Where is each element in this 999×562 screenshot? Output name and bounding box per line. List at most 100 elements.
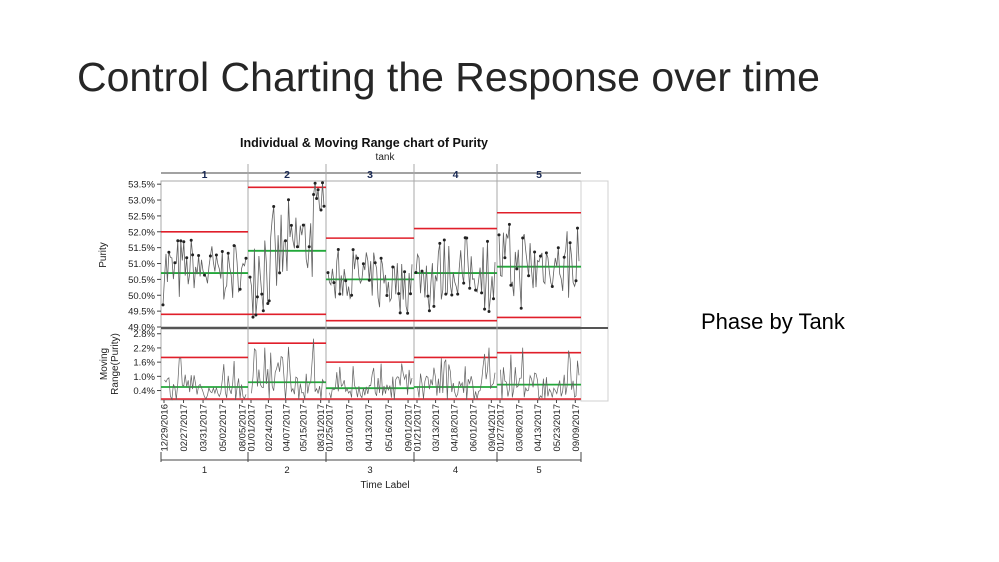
individuals-series-line [327, 249, 413, 314]
individual-point [521, 236, 525, 240]
mr-y-tick-label: 1.0% [133, 372, 155, 383]
phase-axis-title: tank [376, 152, 396, 163]
y-tick-label: 49.0% [128, 323, 155, 334]
individual-point [255, 295, 259, 299]
moving-range-series-line [329, 363, 413, 400]
moving-range-series-line [164, 357, 247, 401]
individual-point [197, 254, 201, 257]
individual-point [254, 313, 258, 317]
x-tick-label: 09/09/2017 [571, 404, 582, 452]
x-tick-label: 04/07/2017 [281, 404, 292, 452]
x-tick-label: 09/04/2017 [487, 404, 498, 452]
individual-point [336, 248, 340, 251]
x-tick-label: 09/01/2017 [404, 404, 415, 452]
individual-point [515, 267, 519, 271]
x-tick-label: 02/24/2017 [264, 404, 275, 452]
x-tick-label: 02/27/2017 [179, 404, 190, 452]
individual-point [344, 279, 348, 283]
x-axis-label: Time Label [360, 480, 409, 491]
individual-point [487, 310, 491, 313]
individual-point [367, 278, 371, 282]
individual-point [261, 309, 265, 313]
individual-point [284, 239, 287, 243]
individual-point [420, 269, 424, 273]
x-phase-label: 1 [202, 465, 207, 476]
individual-point [316, 188, 320, 192]
x-tick-label: 08/05/2017 [238, 404, 249, 452]
individual-point [315, 197, 319, 200]
y-tick-label: 50.0% [128, 291, 155, 302]
individual-point [332, 281, 336, 285]
moving-range-y-axis-label-line1: Moving [99, 348, 110, 380]
individual-point [385, 294, 389, 297]
y-tick-label: 49.5% [128, 307, 155, 318]
x-phase-label: 4 [453, 465, 458, 476]
individual-point [338, 292, 342, 296]
individual-point [426, 294, 430, 298]
moving-range-y-axis-label-line2: Range(Purity) [110, 333, 121, 395]
x-tick-label: 05/16/2017 [384, 404, 395, 452]
individual-point [248, 275, 252, 279]
individuals-series-line [498, 224, 580, 309]
mr-y-tick-label: 0.4% [133, 386, 155, 397]
y-tick-label: 53.5% [128, 180, 155, 191]
individual-point [189, 238, 193, 242]
individual-point [403, 270, 407, 274]
individual-point [182, 240, 186, 244]
x-tick-label: 08/31/2017 [316, 404, 327, 452]
individual-point [568, 241, 572, 245]
individual-point [167, 250, 171, 254]
individual-point [462, 281, 466, 285]
individual-point [185, 256, 189, 260]
individual-point [321, 181, 324, 185]
individuals-series-line [249, 182, 325, 318]
individual-point [173, 261, 177, 265]
individual-point [409, 292, 412, 296]
individuals-y-axis-label: Purity [98, 242, 109, 268]
individual-point [474, 288, 478, 292]
x-tick-label: 05/23/2017 [552, 404, 563, 452]
individual-point [176, 239, 180, 243]
phase-label: 4 [453, 169, 459, 181]
individual-point [391, 265, 395, 269]
individual-point [287, 198, 290, 202]
moving-range-series-line [417, 347, 496, 400]
individual-point [468, 286, 472, 290]
individual-point [533, 250, 537, 254]
individual-point [480, 291, 484, 295]
individual-point [208, 254, 212, 258]
individual-point [414, 271, 418, 274]
axes: 1 2 3 4 553.5%53.0%52.5%52.0%51.5%51.0%50.5%… [128, 169, 582, 476]
phase-label: 3 [367, 169, 373, 181]
individual-point [267, 299, 271, 303]
y-tick-label: 52.0% [128, 227, 155, 238]
mr-y-tick-label: 2.2% [133, 343, 155, 354]
individual-point [450, 293, 454, 297]
individual-point [326, 271, 330, 275]
x-tick-label: 01/25/2017 [325, 404, 336, 452]
individual-point [356, 256, 359, 260]
individual-point [465, 236, 469, 240]
individuals-series-line [415, 237, 496, 312]
x-tick-label: 01/27/2017 [496, 404, 507, 452]
individual-point [503, 256, 507, 260]
x-phase-label: 2 [284, 465, 289, 476]
individual-point [244, 256, 248, 260]
x-tick-label: 01/01/2017 [247, 404, 258, 452]
individual-point [486, 239, 489, 243]
individual-point [278, 271, 282, 275]
individual-point [519, 306, 523, 310]
y-tick-label: 50.5% [128, 275, 155, 286]
x-tick-label: 05/15/2017 [299, 404, 310, 452]
individual-point [442, 238, 446, 242]
individual-point [527, 274, 531, 278]
individual-point [220, 250, 224, 253]
individual-point [350, 293, 354, 297]
y-tick-label: 53.0% [128, 196, 155, 207]
individual-point [313, 181, 317, 185]
x-tick-label: 03/31/2017 [199, 404, 210, 452]
individual-point [203, 273, 206, 277]
slide-title: Control Charting the Response over time [77, 54, 820, 100]
x-tick-label: 12/29/2016 [160, 404, 171, 452]
x-tick-label: 04/13/2017 [364, 404, 375, 452]
